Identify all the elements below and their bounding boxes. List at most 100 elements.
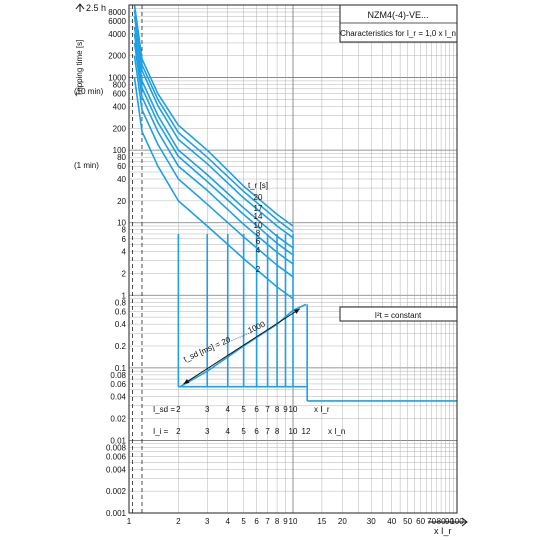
curves [133,4,457,402]
y-tick-label: 6 [122,235,127,244]
y-tick-label: 2000 [108,52,126,61]
x-tick-label: 60 [416,517,425,526]
isd-value-label: 7 [265,405,270,414]
chart-subtitle: Characteristics for I_r = 1,0 x I_n [340,29,456,38]
x-tick-label: 1 [127,517,132,526]
x-tick-label: 15 [317,517,326,526]
x-tick-label: 8 [275,517,280,526]
tsd-arrow [183,308,301,385]
tr-value-label: 14 [254,212,263,221]
ii-value-label: 5 [241,427,246,436]
y-tick-label: 8 [122,226,127,235]
isd-value-labels: 2 3 4 5 6 7 8 9 10 [176,405,298,414]
y-tick-label: 0.1 [115,364,127,373]
x-tick-label: 3 [205,517,210,526]
y-tick-label: 80 [117,153,126,162]
y-tick-label: 0.001 [106,509,127,518]
tr-value-label: 8 [256,229,261,238]
x-tick-label: 10 [289,517,298,526]
isd-value-label: 2 [176,405,181,414]
y-tick-label: 0.01 [110,436,126,445]
ii-label: I_i = [153,427,169,436]
x-tick-label: 7 [265,517,270,526]
isd-value-label: 5 [241,405,246,414]
y-tick-label: 600 [113,90,127,99]
isd-value-label: 6 [254,405,259,414]
y-tick-label: 200 [113,124,127,133]
y-tick-label: 0.6 [115,307,127,316]
y-tick-label: 0.4 [115,320,127,329]
x-tick-label: 4 [226,517,231,526]
y-tick-label: 100 [113,146,127,155]
ii-value-label: 2 [176,427,181,436]
isd-value-label: 4 [226,405,231,414]
isd-value-label: 8 [275,405,280,414]
ylabel: Tripping time [s] [75,40,84,97]
y-tick-label: 1 [122,291,127,300]
long-time-curve-tr-4 [133,55,294,278]
ii-value-label: 4 [226,427,231,436]
y-tick-label: 60 [117,162,126,171]
y-tick-label: 0.006 [106,453,127,462]
long-time-curve-tr-6 [133,42,294,265]
tr-label: t_r [s] [248,181,268,190]
ii-unit: x I_n [328,427,345,436]
i2t-line [179,303,307,388]
ylabel-10min: (10 min) [74,87,104,96]
y-tick-label: 0.008 [106,443,127,452]
x-tick-label: 80 [437,517,446,526]
ii-value-label: 3 [205,427,210,436]
ii-value-label: 6 [254,427,259,436]
x-tick-label: 6 [254,517,259,526]
y-tick-label: 0.02 [110,415,126,424]
ii-value-label: 10 [289,427,298,436]
ylabel-top: 2.5 h [86,3,106,13]
i2t-label: I²t = constant [375,311,422,320]
tsd-arrow-head [183,378,190,384]
long-time-curve-tr-17 [133,9,294,233]
y-tick-label: 6000 [108,17,126,26]
long-time-curve-tr-8 [133,33,294,256]
tr-value-label: 4 [256,246,261,255]
x-tick-label: 30 [367,517,376,526]
tsd-arrow-head [293,308,300,314]
y-tick-label: 0.002 [106,487,127,496]
y-tick-label: 10 [117,219,126,228]
title-box [339,4,458,43]
y-tick-label: 1000 [108,74,126,83]
y-tick-label: 4 [122,248,127,257]
ylabel-1min: (1 min) [74,161,99,170]
y-tick-label: 800 [113,81,127,90]
x-tick-label: 50 [403,517,412,526]
y-tick-label: 0.06 [110,380,126,389]
isd-value-label: 10 [289,405,298,414]
tr-value-label: 20 [254,193,263,202]
tr-value-label: 2 [256,265,261,274]
y-tick-label: 2 [122,269,127,278]
long-time-curve-tr-14 [133,16,294,239]
isd-label: I_sd = [153,405,175,414]
x-tick-label: 20 [338,517,347,526]
x-tick-label: 40 [387,517,396,526]
y-tick-label: 0.08 [110,371,126,380]
y-tick-label: 20 [117,197,126,206]
isd-value-label: 9 [283,405,288,414]
y-tick-label: 400 [113,102,127,111]
isd-value-label: 3 [205,405,210,414]
xlabel: x I_r [434,526,452,536]
x-tick-label: 2 [176,517,181,526]
y-tick-label: 0.8 [115,298,127,307]
ii-value-label: 12 [302,427,311,436]
ylabel-arrow [75,3,85,12]
y-tick-label: 0.004 [106,465,127,474]
y-tick-label: 0.04 [110,393,126,402]
y-tick-label: 8000 [108,8,126,17]
tr-value-label: 17 [254,204,263,213]
isd-unit: x I_r [314,405,330,414]
tr-value-label: 6 [256,237,261,246]
ii-value-labels: 2 3 4 5 6 7 8 10 12 [176,427,311,436]
plot-frame [128,4,458,514]
